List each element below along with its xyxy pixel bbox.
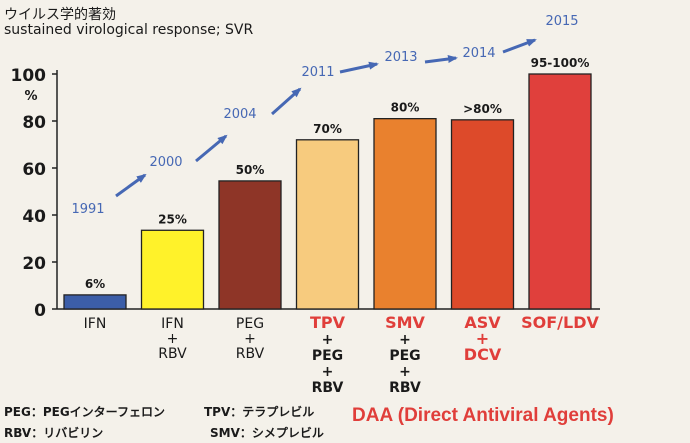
- category-label: PEG: [389, 348, 420, 364]
- y-tick-label: 80: [22, 113, 46, 133]
- footnote-tpv: TPV：テラプレビル: [204, 405, 315, 419]
- bar: [528, 73, 592, 310]
- footnote-peg: PEG：PEGインターフェロン: [4, 405, 165, 419]
- daa-caption: DAA (Direct Antiviral Agents): [352, 405, 614, 426]
- trend-arrow: [271, 87, 302, 116]
- category-label: +: [244, 331, 256, 347]
- chart-title-en: sustained virological response; SVR: [4, 22, 254, 38]
- category-label: RBV: [236, 346, 265, 362]
- data-label: >80%: [463, 102, 502, 116]
- bar: [140, 229, 205, 310]
- y-tick-label: 20: [22, 254, 46, 274]
- category-label: +: [167, 331, 179, 347]
- trend-arrow: [115, 173, 147, 198]
- category-label: TPV: [310, 313, 346, 332]
- category-label: +: [322, 364, 334, 380]
- category-label: RBV: [158, 346, 187, 362]
- category-label: +: [476, 329, 489, 348]
- data-label: 25%: [158, 212, 187, 226]
- y-tick-label: 0: [34, 301, 46, 321]
- year-label: 2004: [223, 107, 256, 122]
- data-label: 80%: [391, 101, 420, 115]
- trend-arrow: [339, 61, 379, 74]
- trend-arrow: [502, 38, 537, 54]
- y-axis-label: %: [24, 89, 37, 104]
- category-label: PEG: [236, 316, 264, 332]
- trend-arrow: [195, 134, 228, 163]
- category-label: IFN: [161, 316, 184, 332]
- bar: [218, 180, 282, 310]
- year-label: 2014: [462, 46, 495, 61]
- bar: [373, 118, 437, 310]
- footnote-rbv: RBV：リバビリン: [4, 426, 104, 440]
- category-label: ASV: [464, 313, 501, 332]
- year-label: 2000: [149, 155, 182, 170]
- bar: [295, 139, 360, 310]
- y-tick-label: 60: [22, 160, 46, 180]
- chart-title-jp: ウイルス学的著効: [4, 7, 116, 23]
- year-label: 1991: [71, 202, 104, 217]
- category-label: PEG: [312, 348, 343, 364]
- data-label: 50%: [236, 163, 265, 177]
- category-label: SOF/LDV: [521, 313, 599, 332]
- y-tick-label: 100: [11, 66, 47, 86]
- trend-arrow: [424, 55, 458, 64]
- category-label: +: [399, 332, 411, 348]
- category-label: DCV: [464, 345, 502, 364]
- y-tick-label: 40: [22, 207, 46, 227]
- year-label: 2011: [301, 65, 334, 80]
- bar: [63, 294, 127, 310]
- category-label: RBV: [389, 380, 421, 396]
- data-label: 70%: [313, 122, 342, 136]
- data-label: 6%: [85, 277, 105, 291]
- year-label: 2013: [384, 50, 417, 65]
- year-label: 2015: [545, 14, 578, 29]
- category-label: +: [322, 332, 334, 348]
- bar: [450, 119, 515, 310]
- category-label: RBV: [312, 380, 344, 396]
- category-label: IFN: [84, 316, 107, 332]
- data-label: 95-100%: [531, 56, 590, 70]
- category-label: +: [399, 364, 411, 380]
- footnote-smv: SMV：シメプレビル: [210, 426, 324, 440]
- category-label: SMV: [385, 313, 425, 332]
